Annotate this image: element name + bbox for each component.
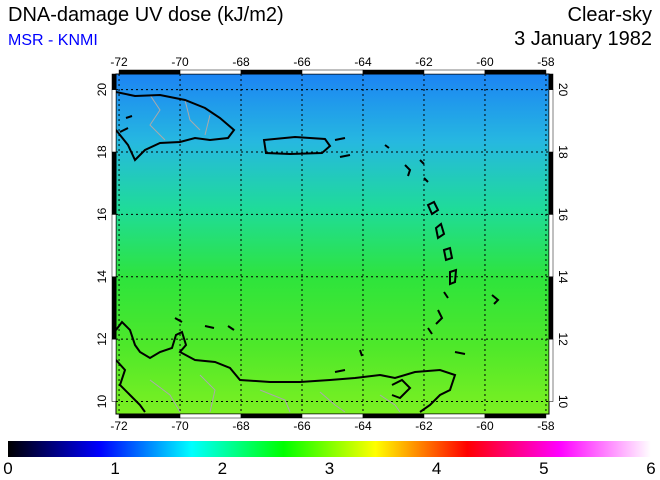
latitude-tick-label: 20 — [95, 83, 109, 97]
longitude-tick-label: -70 — [171, 419, 189, 433]
colorbar-tick-label: 0 — [3, 459, 13, 478]
frame-bar — [179, 413, 242, 419]
latitude-tick-label: 12 — [556, 332, 570, 346]
frame-bar — [484, 69, 547, 75]
colorbar-tick-label: 6 — [646, 459, 656, 478]
frame-bar — [118, 69, 181, 75]
longitude-tick-label: -60 — [476, 419, 494, 433]
sky-condition-label: Clear-sky — [567, 4, 652, 26]
uv-dose-field — [116, 74, 549, 414]
colorbar-tick-label: 1 — [110, 459, 120, 478]
frame-bar — [423, 413, 486, 419]
frame-bar — [240, 413, 303, 419]
latitude-tick-label: 14 — [556, 270, 570, 284]
colorbar-tick-label: 5 — [539, 459, 549, 478]
frame-bar — [548, 73, 554, 90]
longitude-tick-label: -64 — [354, 419, 372, 433]
frame-bar — [118, 413, 181, 419]
frame-bar — [111, 73, 117, 90]
longitude-tick-label: -62 — [415, 419, 433, 433]
longitude-tick-label: -70 — [171, 55, 189, 69]
frame-bar — [111, 214, 117, 278]
latitude-tick-label: 12 — [95, 332, 109, 346]
longitude-tick-label: -66 — [293, 419, 311, 433]
latitude-tick-label: 16 — [556, 208, 570, 222]
frame-bar — [111, 276, 117, 340]
longitude-tick-label: -64 — [354, 55, 372, 69]
longitude-tick-label: -72 — [110, 55, 128, 69]
longitude-tick-label: -72 — [110, 419, 128, 433]
latitude-tick-label: 14 — [95, 270, 109, 284]
uv-dose-map: -72 -72 -70 -70 -68 -68 -66 -66 -64 -64 -62 -62 -60 -… — [95, 55, 570, 433]
longitude-tick-label: -60 — [476, 55, 494, 69]
colorbar-tick-label: 3 — [324, 459, 335, 478]
frame-bar — [548, 338, 554, 402]
frame-bar — [548, 214, 554, 278]
colorbar-tick-label: 4 — [431, 459, 442, 478]
longitude-tick-label: -58 — [537, 55, 555, 69]
colorbar-tick-label: 2 — [217, 459, 228, 478]
date-label: 3 January 1982 — [514, 28, 652, 50]
axis-ticks: -72 -72 -70 -70 -68 -68 -66 -66 -64 -64 -62 -62 -60 -… — [95, 55, 570, 433]
frame-bar — [362, 69, 425, 75]
frame-bar — [301, 69, 364, 75]
graticule — [116, 74, 549, 414]
map-title: DNA-damage UV dose (kJ/m2) — [8, 4, 284, 26]
colorbar — [8, 441, 651, 457]
longitude-tick-label: -66 — [293, 55, 311, 69]
longitude-tick-label: -68 — [232, 419, 250, 433]
frame-bar — [111, 151, 117, 215]
frame-bar — [111, 338, 117, 402]
latitude-tick-label: 10 — [95, 395, 109, 409]
country-borders — [149, 94, 401, 413]
frame-bar — [179, 69, 242, 75]
frame-bar — [111, 89, 117, 153]
longitude-tick-label: -58 — [537, 419, 555, 433]
latitude-tick-label: 10 — [556, 395, 570, 409]
frame-bar — [548, 151, 554, 215]
longitude-tick-label: -68 — [232, 55, 250, 69]
latitude-tick-label: 18 — [556, 145, 570, 159]
latitude-tick-label: 16 — [95, 207, 109, 221]
frame-bar — [240, 69, 303, 75]
frame-bar — [484, 413, 547, 419]
latitude-tick-label: 18 — [95, 145, 109, 159]
frame-bar — [548, 276, 554, 340]
frame-bar — [423, 69, 486, 75]
source-label: MSR - KNMI — [8, 32, 98, 49]
longitude-tick-label: -62 — [415, 55, 433, 69]
frame-bar — [548, 89, 554, 153]
frame-bar — [301, 413, 364, 419]
coastlines — [115, 91, 500, 413]
frame-bar — [362, 413, 425, 419]
latitude-tick-label: 20 — [556, 83, 570, 97]
